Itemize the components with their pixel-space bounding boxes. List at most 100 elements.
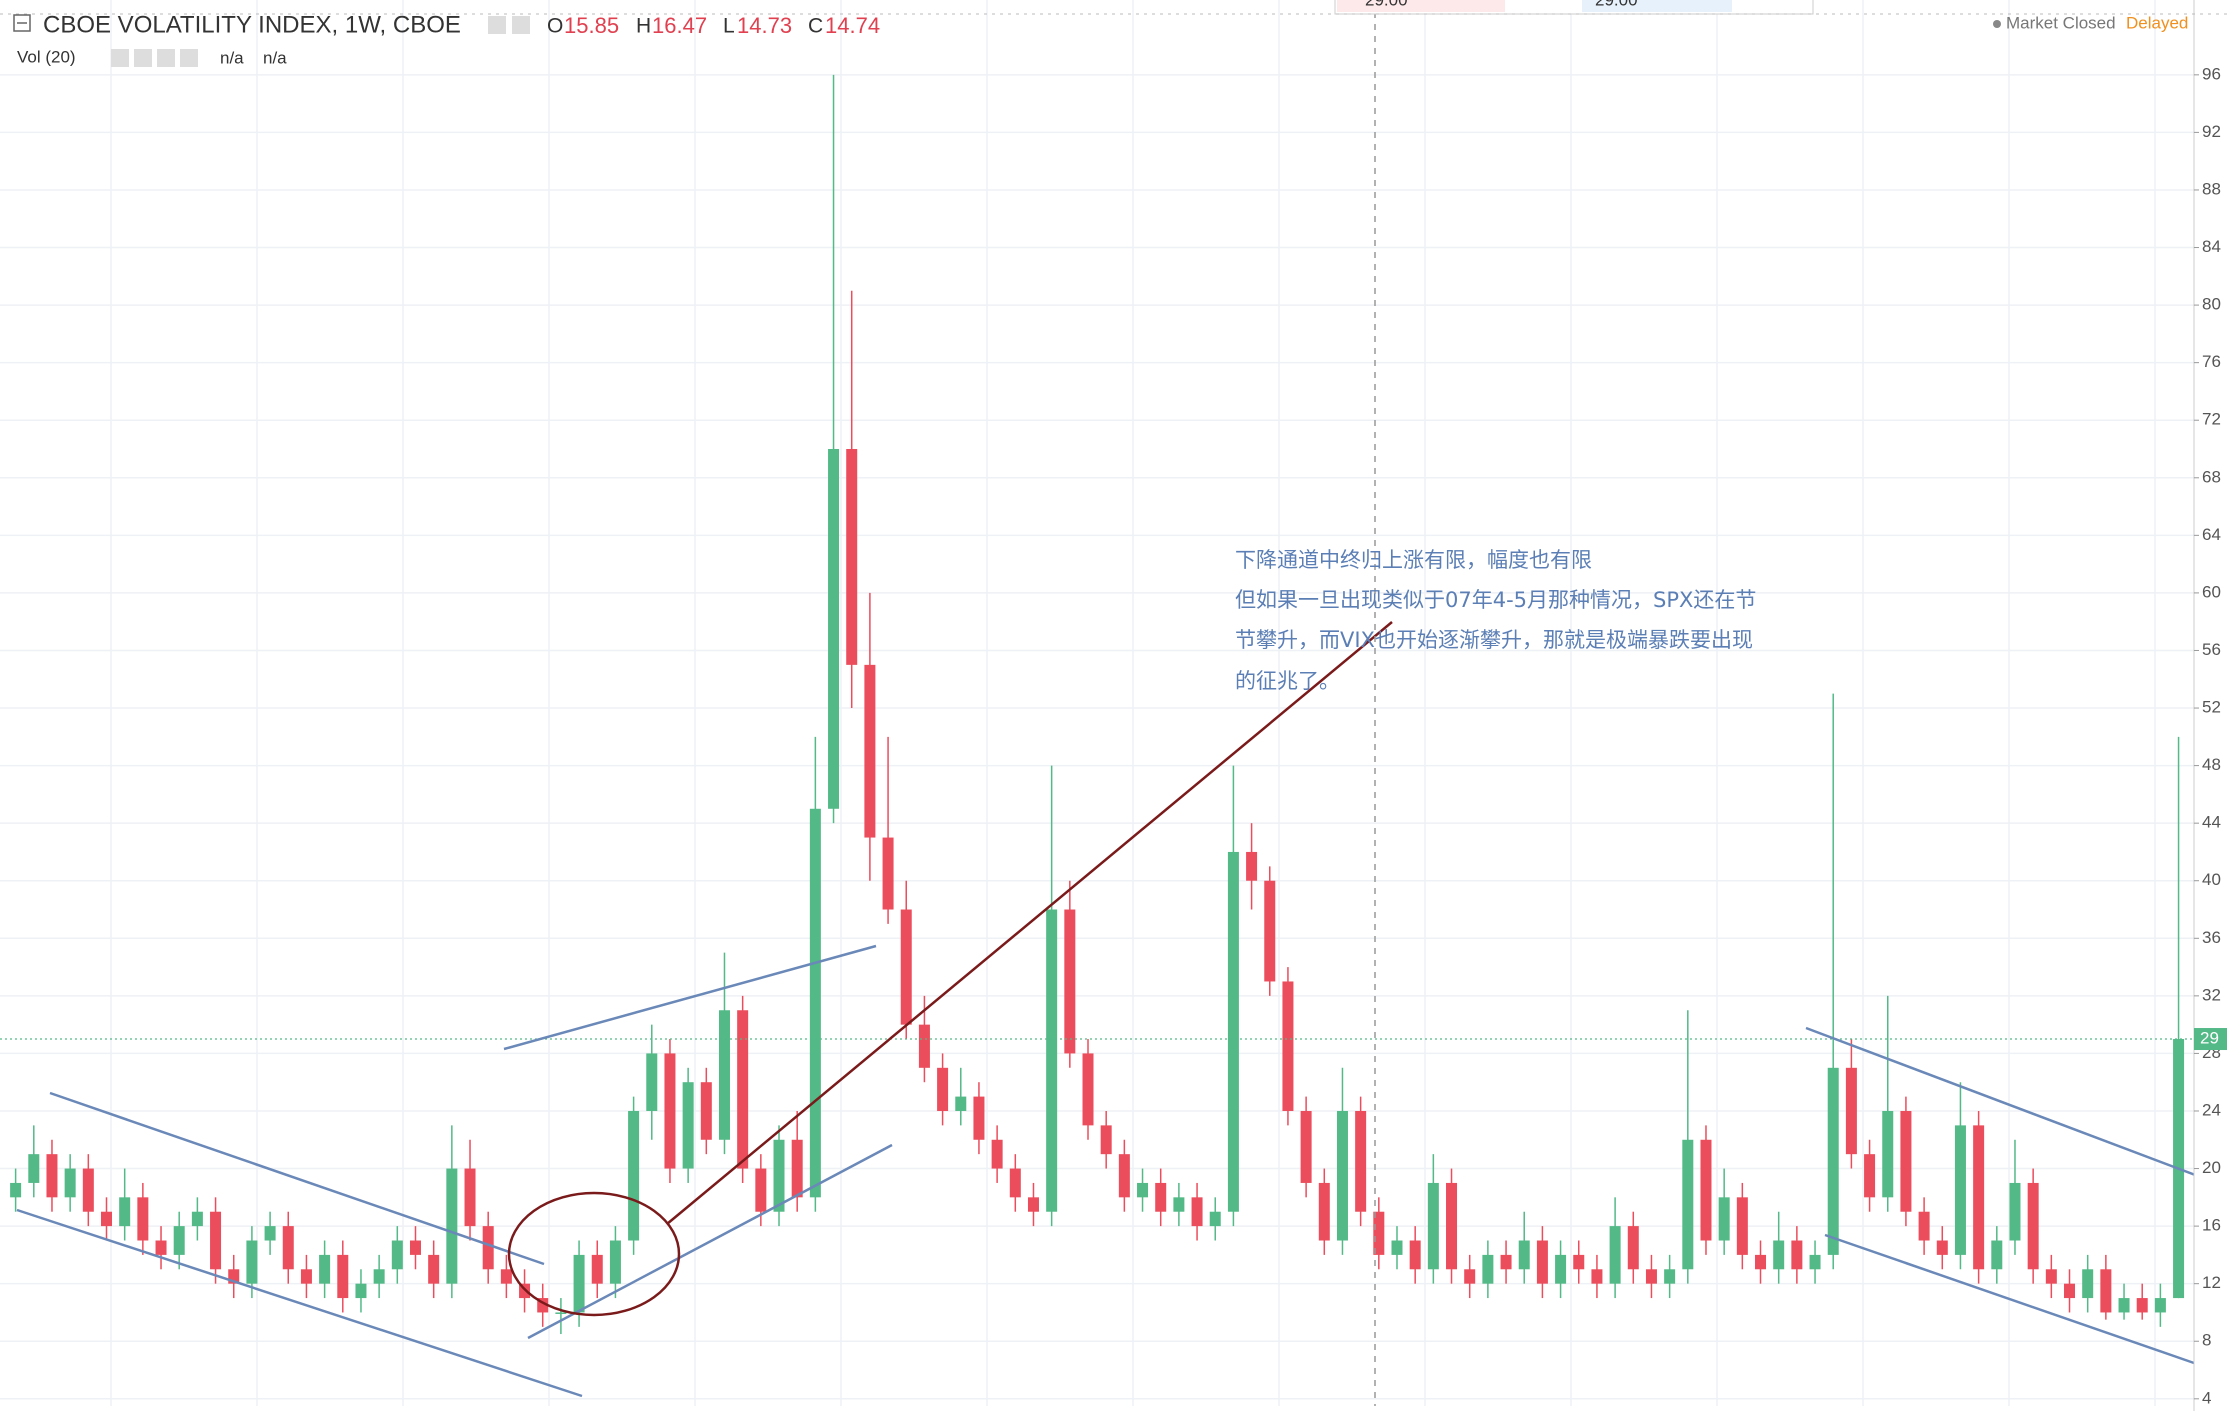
y-tick-label: 32 <box>2202 985 2221 1004</box>
candle-body <box>1500 1254 1512 1270</box>
indicator-icon[interactable] <box>134 49 152 67</box>
candle-body <box>591 1254 603 1284</box>
candle-body <box>1173 1197 1185 1212</box>
candle-body <box>1791 1240 1803 1270</box>
candle-body <box>2118 1298 2130 1313</box>
volume-label: Vol (20) <box>17 47 76 66</box>
market-status: Market Closed <box>2006 13 2116 32</box>
candles <box>0 74 2194 1335</box>
y-tick-label: 8 <box>2202 1331 2211 1350</box>
y-tick-label: 4 <box>2202 1388 2211 1407</box>
y-axis: 4812162024283236404448525660646872768084… <box>2194 64 2227 1407</box>
collapse-icon[interactable] <box>13 14 31 32</box>
popup-cell <box>1582 0 1732 12</box>
last-price-box <box>2194 1028 2227 1051</box>
candle-body <box>1082 1053 1094 1126</box>
candle-body <box>955 1096 967 1111</box>
indicator-icon[interactable] <box>180 49 198 67</box>
annotation: 节攀升，而VIX也开始逐渐攀升，那就是极端暴跌要出现 <box>1235 628 1753 652</box>
candle-body <box>1427 1182 1439 1270</box>
candle-body <box>1991 1240 2003 1270</box>
candle-body <box>1864 1154 1876 1198</box>
candle-body <box>210 1211 222 1270</box>
ohlc-value: 16.47 <box>652 13 707 38</box>
candle-body <box>173 1226 185 1255</box>
candle-body <box>973 1096 985 1140</box>
candle-body <box>264 1226 276 1241</box>
candle-body <box>1409 1240 1421 1270</box>
candle-body <box>1664 1269 1676 1284</box>
y-tick-label: 92 <box>2202 122 2221 141</box>
y-tick-label: 44 <box>2202 813 2221 832</box>
candle-body <box>337 1254 349 1299</box>
candle-body <box>1755 1254 1767 1270</box>
candle-body <box>1482 1254 1494 1284</box>
candle-body <box>882 837 894 910</box>
trend-line <box>1824 1233 2195 1365</box>
trend-line <box>527 1143 893 1340</box>
candle-body <box>900 909 912 1025</box>
candle-body <box>1700 1139 1712 1241</box>
candle-body <box>2154 1298 2166 1313</box>
settings-icon[interactable] <box>488 16 506 34</box>
candle-body <box>373 1269 385 1284</box>
y-tick-label: 84 <box>2202 237 2221 256</box>
candle-body <box>1627 1226 1639 1270</box>
candle-body <box>1209 1211 1221 1227</box>
y-tick-label: 24 <box>2202 1100 2221 1119</box>
ohlc-label: L <box>723 15 735 38</box>
y-tick-label: 96 <box>2202 64 2221 83</box>
candle-body <box>1900 1110 1912 1212</box>
candle-body <box>1118 1154 1130 1198</box>
ohlc-label: O <box>547 15 563 38</box>
indicator-icon[interactable] <box>157 49 175 67</box>
candle-body <box>82 1168 94 1212</box>
candle-body <box>1027 1197 1039 1212</box>
trend-line <box>503 944 877 1051</box>
candle-body <box>2045 1269 2057 1284</box>
popup-cell <box>1337 0 1505 12</box>
y-tick-label: 68 <box>2202 467 2221 486</box>
candle-body <box>119 1197 131 1227</box>
candle-body <box>10 1182 22 1198</box>
last-price-label: 29 <box>2200 1029 2219 1048</box>
candle-body <box>537 1298 549 1313</box>
candle-body <box>155 1240 167 1255</box>
candle-body <box>682 1082 694 1169</box>
candle-body <box>2009 1182 2021 1241</box>
candle-body <box>1718 1197 1730 1241</box>
annotation: 但如果一旦出现类似于07年4-5月那种情况，SPX还在节 <box>1235 588 1756 612</box>
candle-body <box>828 448 840 809</box>
candle-body <box>1155 1182 1167 1212</box>
candle-body <box>773 1139 785 1212</box>
candle-body <box>1918 1211 1930 1241</box>
candle-body <box>1591 1269 1603 1284</box>
y-tick-label: 48 <box>2202 755 2221 774</box>
candle-body <box>2136 1298 2148 1313</box>
annotation: 的征兆了。 <box>1235 669 1340 693</box>
candle-body <box>1391 1240 1403 1255</box>
trend-line <box>49 1091 545 1266</box>
candle-body <box>1882 1110 1894 1198</box>
candle-body <box>1536 1240 1548 1284</box>
candle-body <box>1809 1254 1821 1270</box>
candle-body <box>1318 1182 1330 1241</box>
candle-body <box>809 808 821 1198</box>
candle-body <box>609 1240 621 1284</box>
candle-body <box>1609 1226 1621 1284</box>
candle-body <box>1736 1197 1748 1255</box>
ohlc-label: C <box>808 15 823 38</box>
y-tick-label: 80 <box>2202 295 2221 314</box>
y-tick-label: 88 <box>2202 179 2221 198</box>
candle-body <box>737 1010 749 1169</box>
candle-body <box>1282 981 1294 1111</box>
volume-value: n/a <box>263 48 287 67</box>
candle-body <box>555 1312 567 1314</box>
settings-icon[interactable] <box>512 16 530 34</box>
candle-body <box>1555 1254 1567 1284</box>
indicator-icon[interactable] <box>111 49 129 67</box>
candle-body <box>1682 1139 1694 1270</box>
delay-status: Delayed <box>2126 13 2188 32</box>
candle-body <box>573 1254 585 1313</box>
